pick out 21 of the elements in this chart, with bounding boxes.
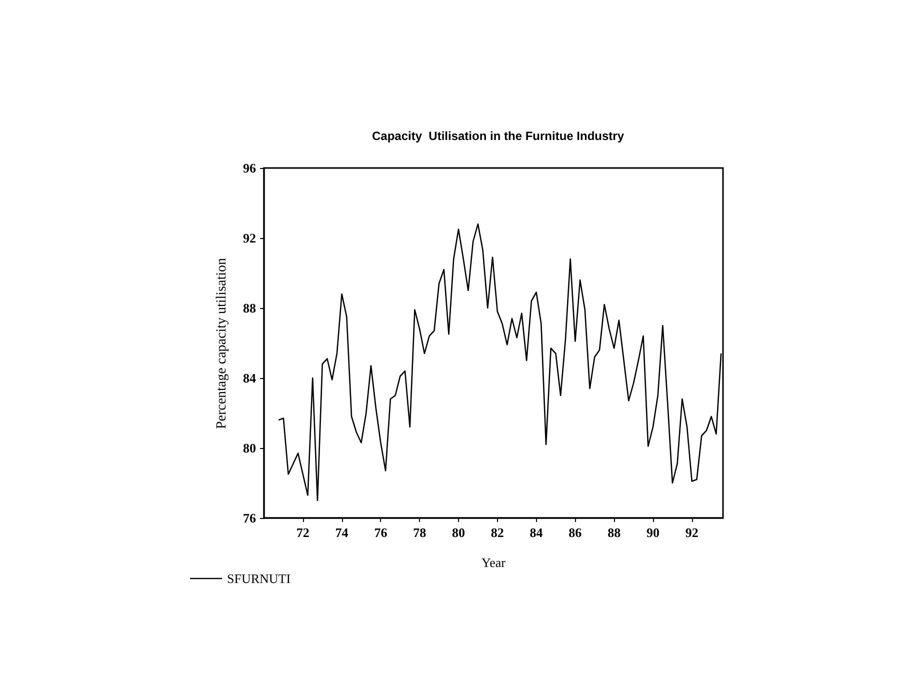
chart-title: Capacity Utilisation in the Furnitue Industry: [372, 129, 624, 143]
y-tick-label: 84: [243, 370, 256, 386]
x-tick-label: 78: [413, 525, 427, 540]
y-tick-label: 96: [243, 160, 256, 176]
legend-label: SFURNUTI: [227, 571, 291, 586]
y-tick-label: 76: [243, 510, 256, 526]
y-tick-label: 92: [243, 230, 256, 246]
x-tick-label: 86: [568, 525, 582, 540]
x-tick-label: 80: [452, 525, 465, 540]
x-tick-label: 90: [646, 525, 660, 540]
x-tick-label: 92: [685, 525, 698, 540]
x-axis-title: Year: [482, 555, 506, 570]
y-tick-label: 80: [243, 440, 256, 456]
x-tick-label: 88: [608, 525, 622, 540]
x-tick-label: 82: [490, 525, 504, 540]
x-tick-label: 74: [335, 525, 349, 540]
x-tick-label: 72: [296, 525, 310, 540]
y-tick-label: 88: [243, 300, 256, 316]
y-axis-title: Percentage capacity utilisation: [214, 258, 230, 430]
x-tick-label: 84: [530, 525, 544, 540]
x-tick-label: 76: [374, 525, 388, 540]
